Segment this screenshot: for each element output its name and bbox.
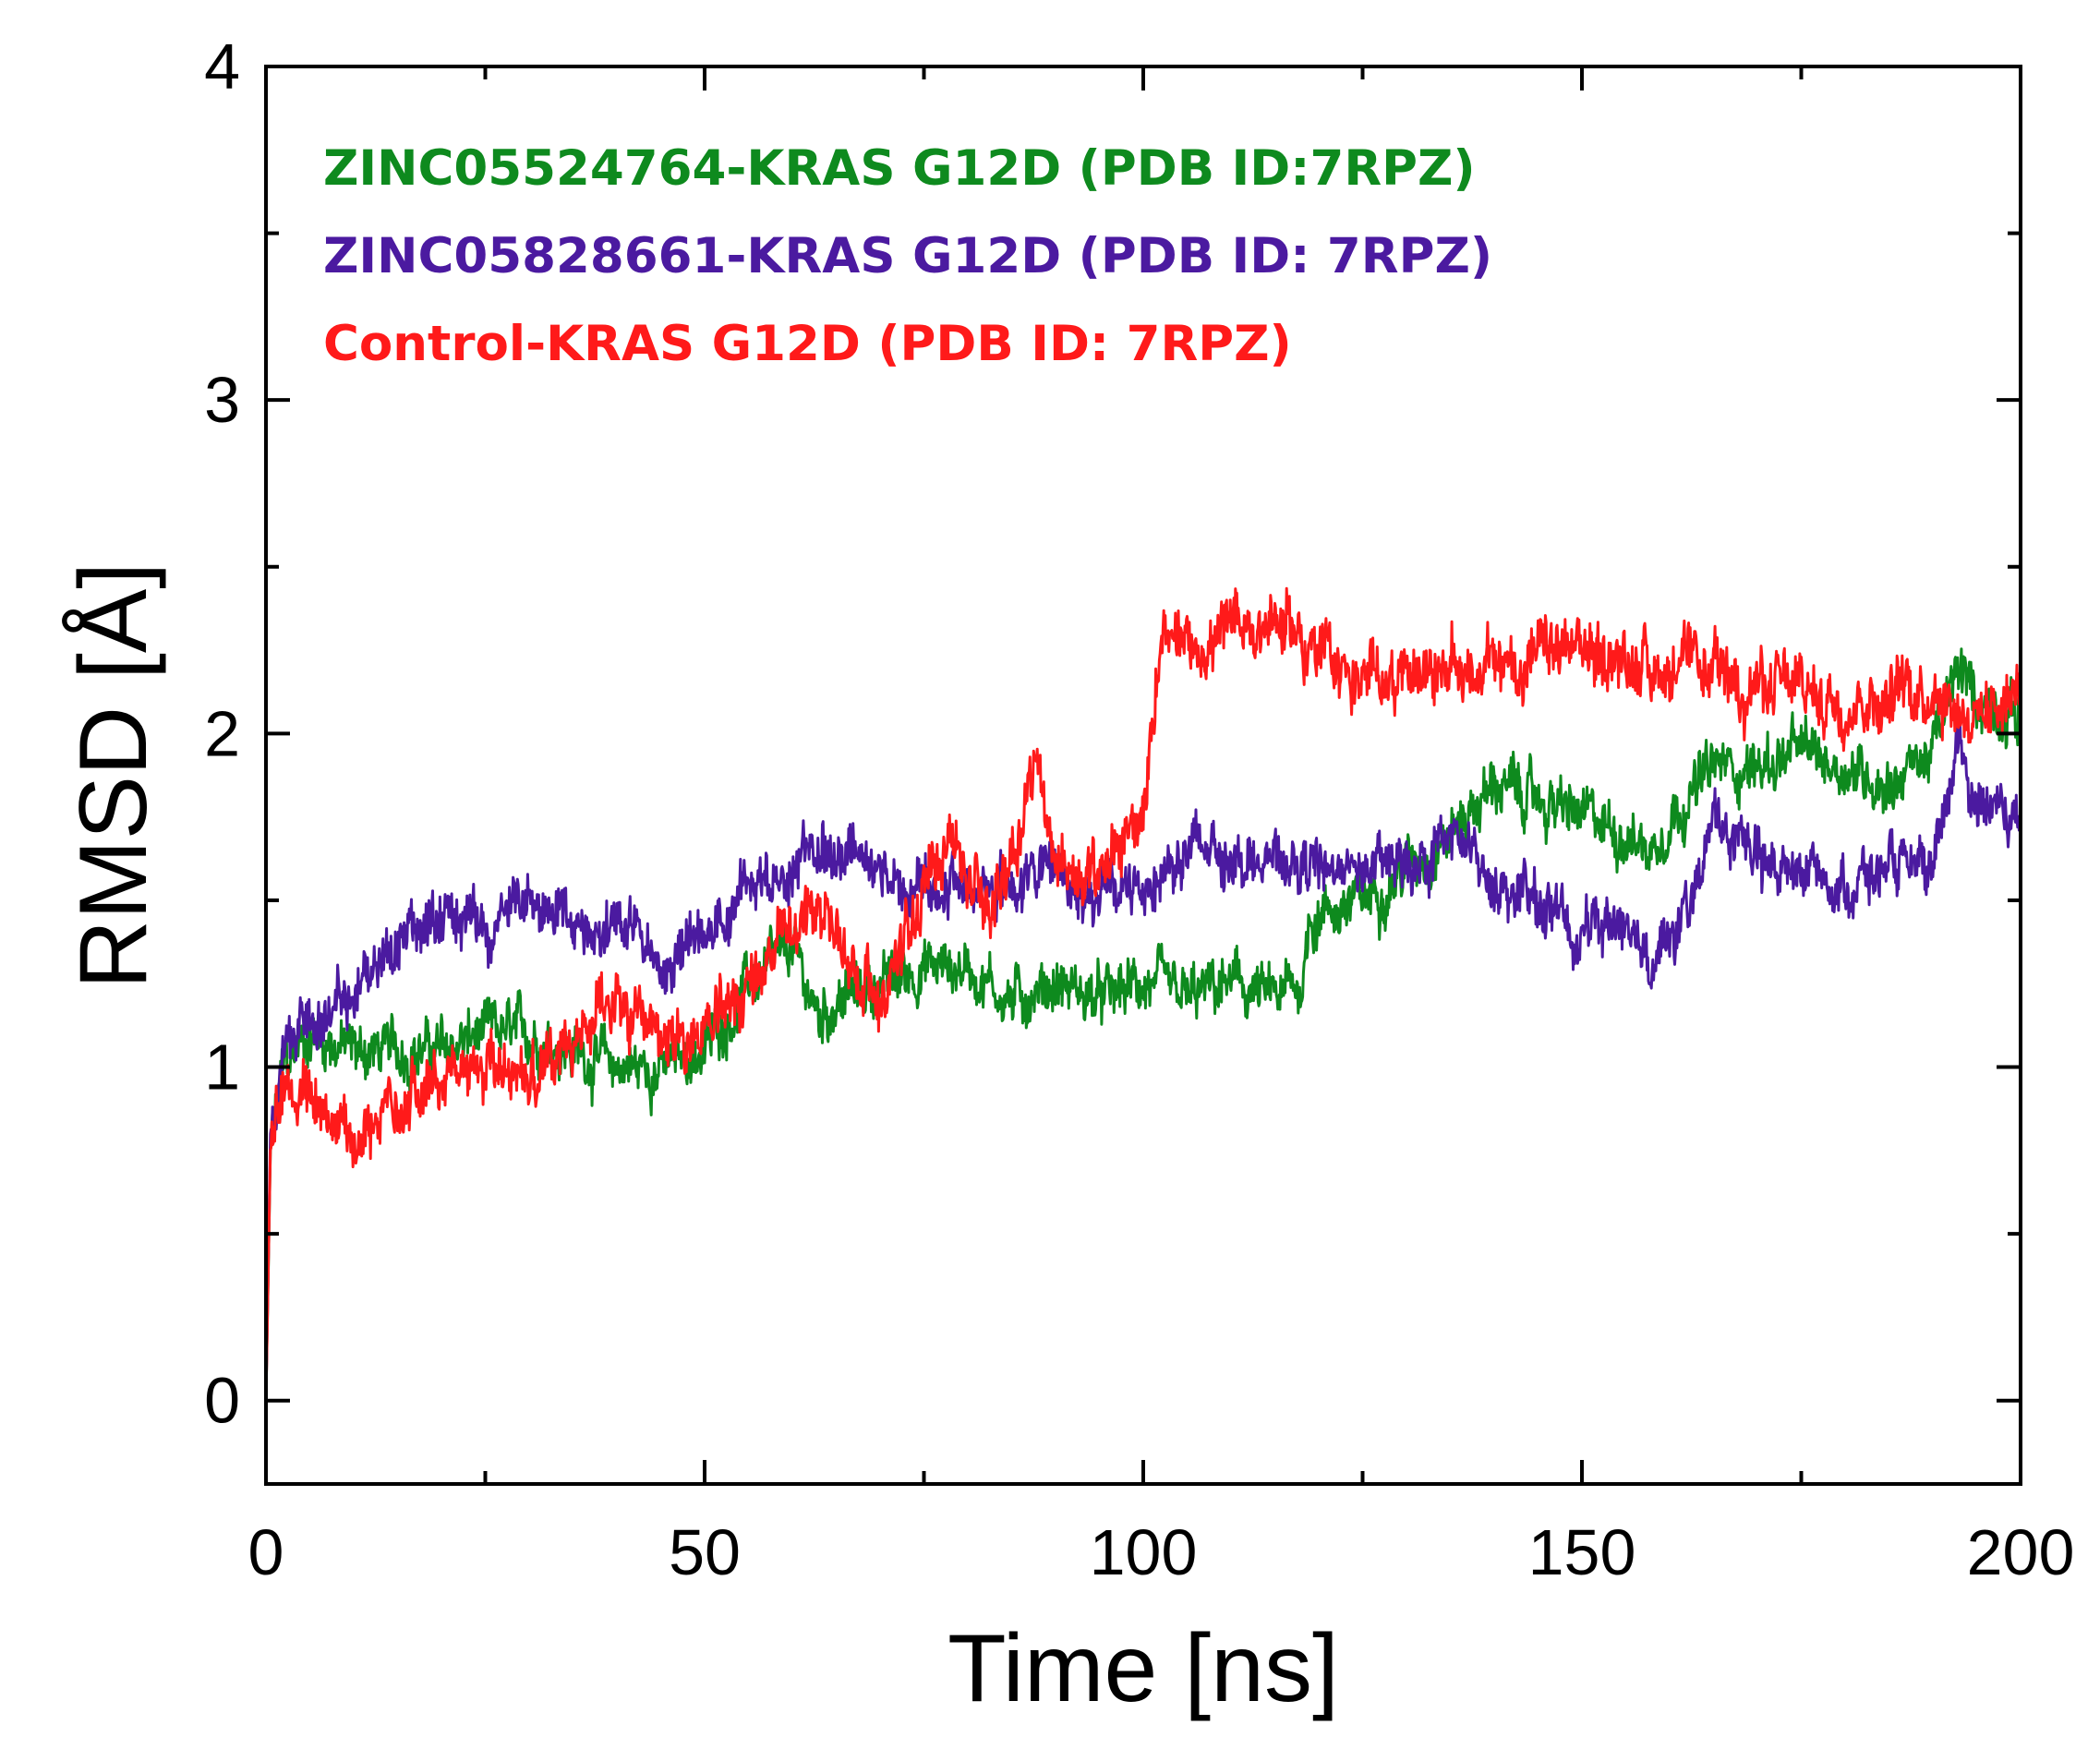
x-tick-label: 100 xyxy=(1090,1516,1198,1588)
legend: ZINC05524764-KRAS G12D (PDB ID:7RPZ) ZIN… xyxy=(323,140,1492,372)
x-tick-label: 50 xyxy=(669,1516,741,1588)
tick-layer: 0 50 100 150 200 0 1 2 3 4 xyxy=(204,30,2074,1588)
legend-entry-2: Control-KRAS G12D (PDB ID: 7RPZ) xyxy=(323,316,1292,372)
y-tick-label: 2 xyxy=(204,697,240,769)
series-line-1 xyxy=(264,708,2022,1401)
x-tick-label: 0 xyxy=(248,1516,284,1588)
x-tick-label: 200 xyxy=(1967,1516,2075,1588)
x-tick-label: 150 xyxy=(1528,1516,1636,1588)
legend-entry-0: ZINC05524764-KRAS G12D (PDB ID:7RPZ) xyxy=(323,140,1476,197)
y-tick-label: 4 xyxy=(204,30,240,103)
y-axis-title: RMSD [Å] xyxy=(60,562,167,989)
series-layer xyxy=(264,586,2022,1401)
y-tick-label: 3 xyxy=(204,364,240,436)
y-tick-label: 1 xyxy=(204,1031,240,1104)
legend-entry-1: ZINC05828661-KRAS G12D (PDB ID: 7RPZ) xyxy=(323,228,1492,284)
series-line-2 xyxy=(264,586,2022,1401)
x-axis-title: Time [ns] xyxy=(947,1615,1339,1722)
y-tick-label: 0 xyxy=(204,1365,240,1437)
